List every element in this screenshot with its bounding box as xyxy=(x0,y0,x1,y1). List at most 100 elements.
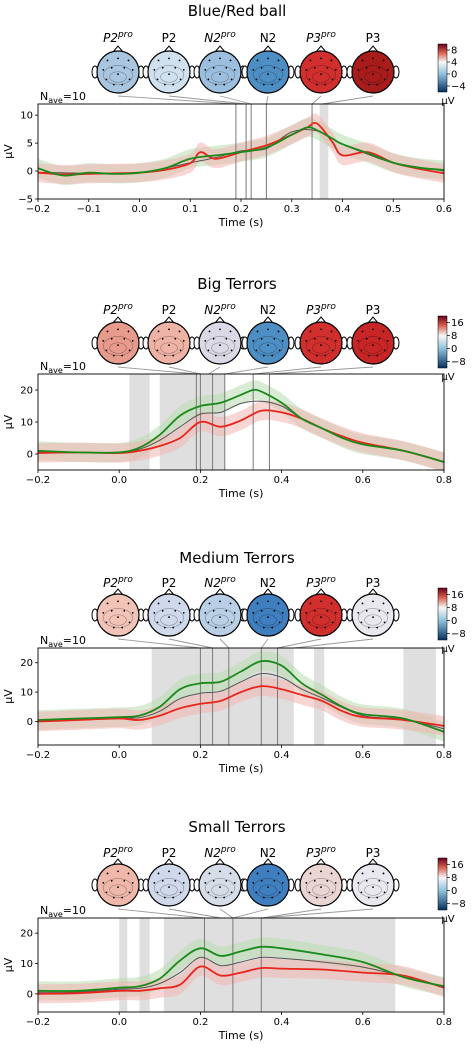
sensor-dot xyxy=(204,69,207,71)
sensor-dot xyxy=(174,66,177,69)
y-tick-label: 20 xyxy=(20,386,33,397)
sensor-dot xyxy=(330,59,333,62)
sensor-dot xyxy=(156,349,159,352)
sensor-dot xyxy=(308,621,311,624)
sensor-dot xyxy=(271,896,274,899)
x-tick-label: 0.8 xyxy=(436,750,452,761)
topomap-label: N2 xyxy=(260,576,277,590)
topomap-contour xyxy=(253,336,284,356)
topomap-head xyxy=(294,588,348,637)
topomap-connector xyxy=(253,366,322,375)
x-tick-label: 0.6 xyxy=(355,475,371,486)
n-ave-value: =10 xyxy=(63,634,86,647)
sensor-dot xyxy=(127,59,130,62)
sensor-dot xyxy=(121,896,124,899)
sensor-dot xyxy=(376,354,379,357)
sensor-dot xyxy=(372,344,374,346)
x-tick-label: 0.2 xyxy=(233,204,249,215)
sensor-dot xyxy=(262,896,265,899)
sensor-dot xyxy=(326,609,329,612)
x-tick-label: 0.3 xyxy=(284,204,300,215)
sensor-dot xyxy=(273,879,276,882)
topomap-connector xyxy=(293,638,374,649)
topomap-scalp xyxy=(96,321,140,365)
topomap-nose xyxy=(112,858,124,866)
sensor-dot xyxy=(230,891,233,894)
y-tick-label: 0 xyxy=(27,717,33,728)
sensor-dot xyxy=(168,600,170,603)
sensor-dot xyxy=(230,621,233,624)
sensor-dot xyxy=(267,616,269,618)
sensor-dot xyxy=(172,354,175,357)
topomap-nose xyxy=(262,858,274,866)
sensor-dot xyxy=(121,626,124,629)
sensor-dot xyxy=(219,73,221,75)
topomap-head xyxy=(193,858,247,907)
sensor-dot xyxy=(357,882,360,884)
sensor-dot xyxy=(305,882,308,884)
sensor-dot xyxy=(308,78,311,81)
sensor-dot xyxy=(372,73,374,75)
sensor-dot xyxy=(110,879,113,882)
colorbar xyxy=(437,587,448,641)
sensor-dot xyxy=(305,340,308,342)
topomap-scalp xyxy=(96,593,140,637)
sensor-dot xyxy=(281,612,284,614)
x-tick-label: 0.8 xyxy=(436,1017,452,1028)
sensor-dot xyxy=(131,69,134,71)
sensor-dot xyxy=(179,78,182,81)
sensor-dot xyxy=(281,69,284,71)
topomap-contour xyxy=(103,878,134,898)
sensor-dot xyxy=(360,349,363,352)
topomap-label: N2pro xyxy=(204,845,236,860)
sensor-dot xyxy=(382,602,385,605)
sensor-dot xyxy=(117,870,119,873)
topomap-connector xyxy=(117,908,205,919)
sensor-dot xyxy=(230,349,233,352)
topomap-connector xyxy=(269,366,374,375)
sensor-dot xyxy=(372,57,374,60)
topomap-scalp xyxy=(147,593,191,637)
topomap-scalp xyxy=(147,50,191,94)
topomap-nose xyxy=(367,588,379,596)
sensor-dot xyxy=(223,626,226,629)
red-series-line xyxy=(37,685,445,727)
sensor-dot xyxy=(212,66,215,69)
sensor-dot xyxy=(277,602,280,605)
topomap-head xyxy=(241,316,295,365)
y-tick-label: 5 xyxy=(27,139,33,150)
sensor-dot xyxy=(320,73,322,75)
topomap-connector xyxy=(260,638,269,649)
sensor-dot xyxy=(131,340,134,342)
sensor-dot xyxy=(110,609,113,612)
colorbar-unit: μV xyxy=(441,96,454,107)
topomap-scalp xyxy=(198,863,242,907)
sensor-dot xyxy=(179,621,182,624)
sensor-dot xyxy=(256,330,259,333)
sensor-dot xyxy=(219,870,221,873)
x-tick-label: −0.2 xyxy=(26,475,50,486)
topomap-head xyxy=(91,858,145,907)
topomap-head xyxy=(193,316,247,365)
sensor-dot xyxy=(168,886,170,888)
sensor-dot xyxy=(315,896,318,899)
sensor-dot xyxy=(326,337,329,340)
topomap-head xyxy=(91,588,145,637)
sensor-dot xyxy=(178,872,181,875)
y-tick-label: 0 xyxy=(27,167,33,178)
topomap-scalp xyxy=(246,50,290,94)
sensor-dot xyxy=(361,59,364,62)
sensor-dot xyxy=(163,83,166,86)
sensor-dot xyxy=(168,57,170,60)
significance-shade xyxy=(319,104,329,199)
topomap-scalp xyxy=(299,593,343,637)
topomap-label: P3 xyxy=(366,576,381,590)
sensor-dot xyxy=(331,621,334,624)
sensor-dot xyxy=(267,600,269,603)
topomap-connector xyxy=(117,95,236,105)
topomap-scalp xyxy=(96,50,140,94)
sensor-dot xyxy=(262,626,265,629)
sensor-dot xyxy=(308,349,311,352)
sensor-dot xyxy=(207,349,210,352)
sensor-dot xyxy=(117,616,119,618)
